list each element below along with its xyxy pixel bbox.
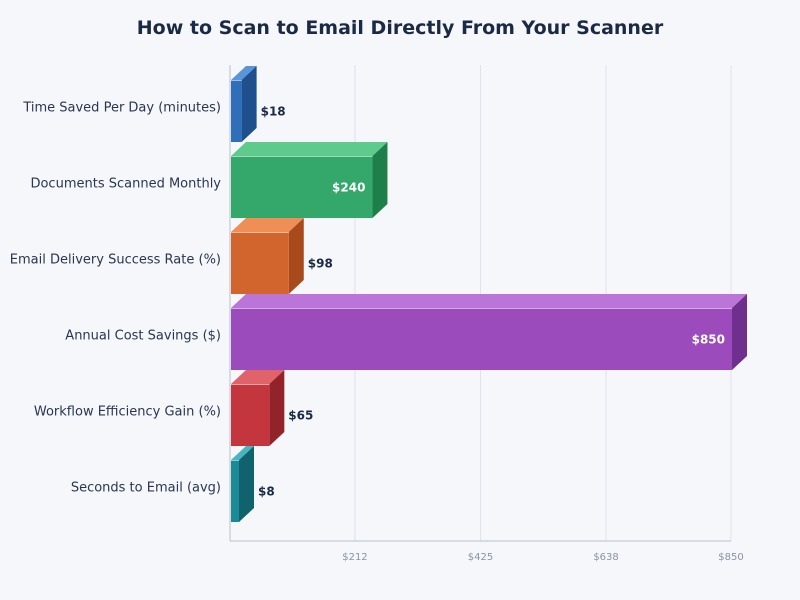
bars — [231, 66, 747, 522]
x-tick-label: $425 — [468, 552, 493, 563]
bar — [231, 370, 285, 446]
category-labels: Time Saved Per Day (minutes) Documents Sc… — [10, 101, 222, 496]
value-label: $18 — [261, 105, 286, 119]
bar-side-face — [269, 370, 285, 446]
bar — [231, 66, 257, 142]
value-label: $65 — [288, 409, 313, 423]
bar-side-face — [239, 446, 254, 522]
value-labels: $18 $240 $98 $850 $65 $8 — [258, 105, 725, 499]
bar-side-face — [241, 66, 257, 142]
bar-top-face — [231, 446, 254, 460]
bar-front-face — [231, 80, 242, 142]
category-label: Workflow Efficiency Gain (%) — [34, 405, 221, 420]
bar-side-face — [288, 218, 304, 294]
axes — [229, 65, 731, 542]
bar-side-face — [372, 142, 388, 218]
value-label: $98 — [308, 257, 333, 271]
chart-title: How to Scan to Email Directly From Your … — [137, 17, 664, 39]
bar-front-face — [231, 460, 239, 522]
category-label: Seconds to Email (avg) — [71, 481, 221, 496]
bar-front-face — [231, 308, 732, 370]
tick-labels: $212 $425 $638 $850 — [342, 552, 743, 563]
category-label: Email Delivery Success Rate (%) — [10, 253, 221, 268]
bar-top-face — [231, 66, 257, 80]
bar-front-face — [231, 156, 373, 218]
bar-side-face — [732, 294, 747, 370]
x-tick-label: $212 — [342, 552, 367, 563]
category-label: Annual Cost Savings ($) — [65, 329, 221, 344]
category-label: Time Saved Per Day (minutes) — [22, 101, 221, 116]
x-tick-label: $850 — [718, 552, 743, 563]
value-label: $240 — [332, 181, 365, 195]
category-label: Documents Scanned Monthly — [30, 177, 221, 192]
x-tick-label: $638 — [593, 552, 618, 563]
bar — [231, 294, 747, 370]
bar — [231, 446, 254, 522]
bar-top-face — [231, 370, 285, 384]
bar-front-face — [231, 232, 289, 294]
bar-top-face — [231, 294, 747, 308]
bar-top-face — [231, 142, 388, 156]
bar-front-face — [231, 384, 270, 446]
bar — [231, 142, 388, 218]
value-label: $8 — [258, 485, 275, 499]
bar — [231, 218, 304, 294]
bar-top-face — [231, 218, 304, 232]
value-label: $850 — [692, 333, 725, 347]
